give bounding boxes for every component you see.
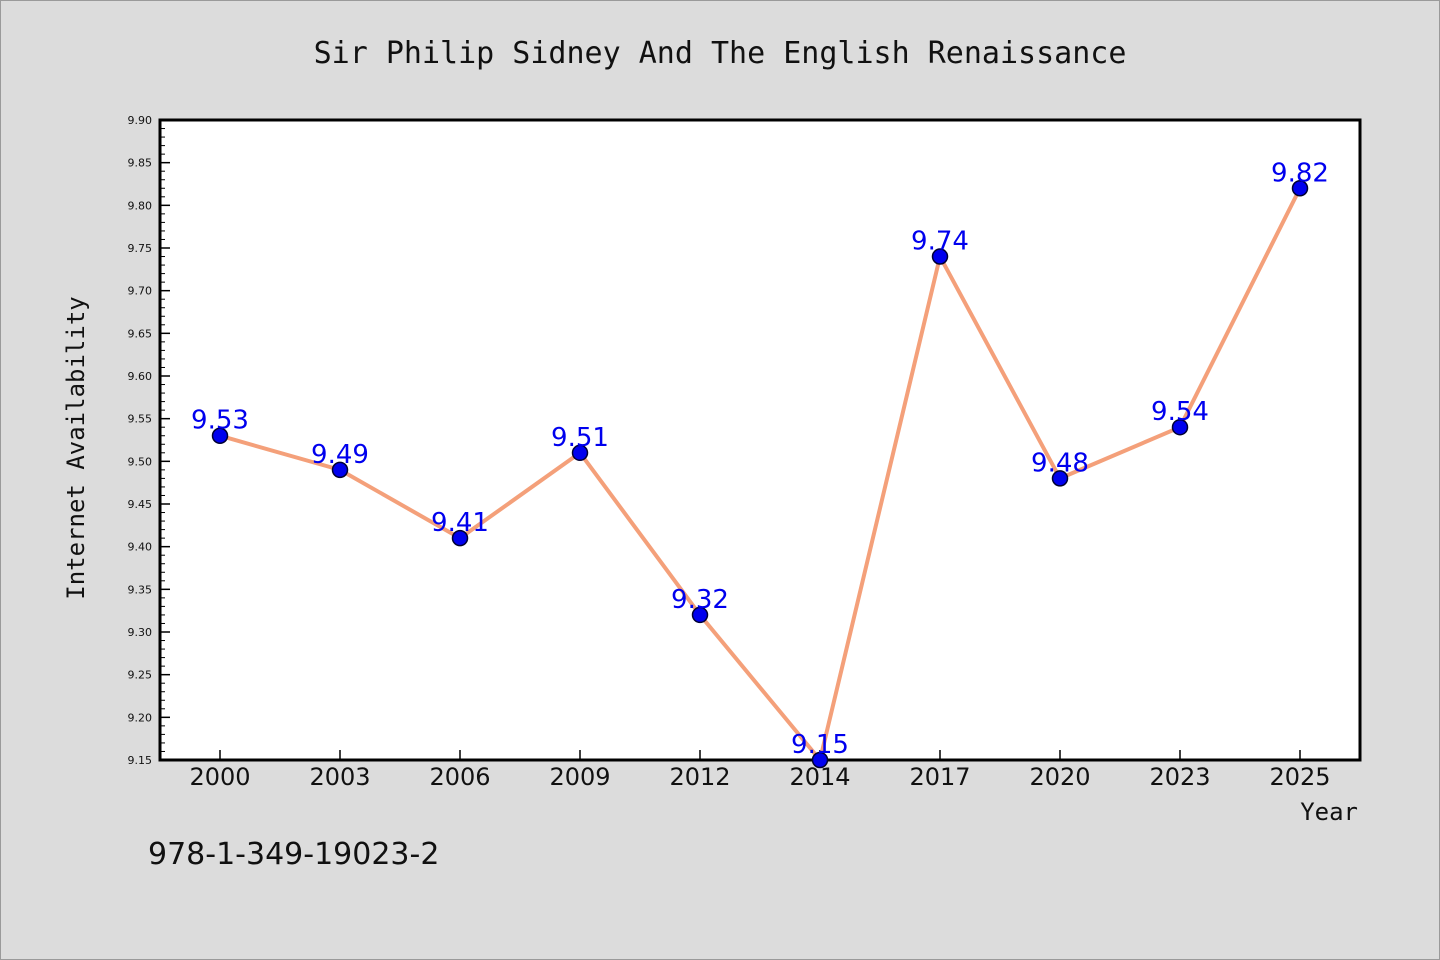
data-point — [931, 248, 949, 265]
series-line — [219, 187, 1302, 762]
y-tick-label: 9.40 — [128, 541, 153, 554]
y-tick-label: 9.60 — [128, 370, 153, 383]
x-tick-label: 2025 — [1269, 763, 1330, 791]
y-tick-label: 9.25 — [128, 669, 153, 682]
x-tick-label: 2003 — [309, 763, 370, 791]
data-point — [1171, 418, 1189, 436]
data-point — [331, 461, 349, 479]
data-point — [451, 529, 469, 547]
data-label: 9.32 — [671, 585, 729, 615]
data-point — [1051, 470, 1069, 487]
plot-area — [158, 118, 1362, 762]
y-tick-label: 9.70 — [128, 285, 153, 298]
y-tick-label: 9.80 — [128, 199, 153, 212]
data-label: 9.82 — [1271, 158, 1329, 188]
data-labels: 9.53 9.49 9.41 9.51 9.32 9.15 9.74 9.48 9.54 9.82 — [191, 158, 1329, 760]
y-tick-label: 9.85 — [128, 157, 153, 170]
y-tick-label: 9.35 — [128, 583, 153, 596]
y-tick-label: 9.45 — [128, 498, 153, 511]
y-tick-label: 9.90 — [128, 114, 153, 127]
data-label: 9.53 — [191, 406, 249, 436]
x-tick-label: 2006 — [429, 763, 490, 791]
y-tick-label: 9.15 — [128, 754, 153, 767]
data-label: 9.51 — [551, 423, 609, 453]
data-label: 9.54 — [1151, 397, 1209, 427]
y-tick-label: 9.75 — [128, 242, 153, 255]
data-label: 9.74 — [911, 227, 969, 257]
y-axis-ticks: 9.15 9.20 9.25 9.30 9.35 9.40 9.45 9.50 9.55 9.60… — [128, 114, 170, 767]
x-axis-label: Year — [1300, 798, 1358, 826]
isbn-text: 978-1-349-19023-2 — [148, 837, 439, 872]
y-tick-label: 9.55 — [128, 413, 153, 426]
data-point — [211, 427, 229, 444]
data-point — [1291, 180, 1309, 197]
x-axis-ticks: 2000 2003 2006 2009 2012 2014 2017 2020 2023 2025 — [189, 750, 1331, 791]
y-tick-label: 9.65 — [128, 327, 153, 340]
y-tick-label: 9.50 — [128, 455, 153, 468]
data-markers — [211, 180, 1309, 769]
x-tick-label: 2009 — [549, 763, 610, 791]
y-tick-label: 9.30 — [128, 626, 153, 639]
data-label: 9.15 — [791, 730, 849, 760]
y-axis-label: Internet Availability — [62, 296, 90, 599]
x-tick-label: 2000 — [189, 763, 250, 791]
x-tick-label: 2012 — [669, 763, 730, 791]
data-point — [571, 444, 589, 462]
data-label: 9.48 — [1031, 448, 1089, 478]
data-point — [691, 606, 709, 624]
data-label: 9.49 — [311, 440, 369, 470]
data-point — [811, 751, 829, 769]
data-label: 9.41 — [431, 508, 489, 538]
chart-title: Sir Philip Sidney And The English Renais… — [314, 36, 1127, 71]
x-tick-label: 2023 — [1149, 763, 1210, 791]
x-tick-label: 2020 — [1029, 763, 1090, 791]
x-tick-label: 2017 — [909, 763, 970, 791]
y-tick-label: 9.20 — [128, 711, 153, 724]
